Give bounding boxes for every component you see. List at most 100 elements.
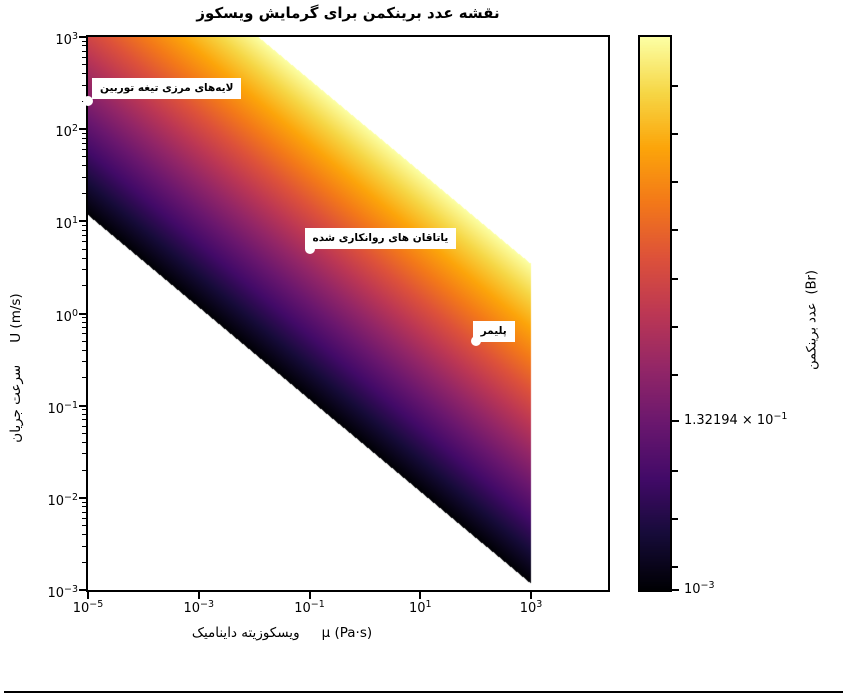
colorbar-minor-tick [672, 470, 678, 473]
y-minor-tick [82, 137, 86, 139]
y-minor-tick [82, 340, 86, 342]
x-tick [419, 592, 422, 599]
y-axis-label: سرعت جریان U (m/s) [8, 293, 24, 442]
colorbar [638, 35, 672, 592]
y-tick [79, 496, 86, 499]
y-tick-label-wrap: 10−3 [0, 582, 78, 601]
y-tick-label-wrap: 10−2 [0, 490, 78, 509]
y-minor-tick [82, 156, 86, 158]
y-tick-label-exp: −2 [63, 491, 78, 503]
x-tick-label-exp: −5 [89, 599, 104, 610]
x-tick-label: 10−1 [294, 599, 325, 615]
y-tick-label-exp: −3 [63, 584, 78, 595]
x-tick [197, 592, 200, 599]
y-tick-label-base: 10 [47, 401, 64, 417]
y-minor-tick [82, 333, 86, 335]
y-tick-label: 10−2 [47, 491, 78, 509]
y-tick-label-base: 10 [47, 586, 64, 601]
y-minor-tick [82, 432, 86, 434]
y-minor-tick [82, 327, 86, 329]
colorbar-minor-tick [672, 84, 678, 87]
y-tick [79, 312, 86, 315]
y-minor-tick [82, 176, 86, 178]
x-tick-label-exp: −3 [200, 599, 215, 610]
y-minor-tick [82, 269, 86, 271]
y-minor-tick [82, 525, 86, 527]
y-tick-label-wrap: 102 [0, 121, 78, 140]
y-minor-tick [82, 84, 86, 86]
y-tick-label-base: 10 [55, 125, 72, 141]
y-minor-tick [82, 469, 86, 471]
y-minor-tick [82, 321, 86, 323]
y-tick [79, 128, 86, 131]
colorbar-minor-tick [672, 181, 678, 184]
colorbar-tick-label-exp: −3 [700, 580, 715, 591]
colorbar-canvas [640, 37, 670, 590]
y-minor-tick [82, 414, 86, 416]
y-tick-label-wrap: 100 [0, 306, 78, 325]
y-tick-label-exp: 0 [71, 307, 78, 319]
y-minor-tick [82, 229, 86, 231]
y-tick-label-exp: 2 [71, 123, 78, 135]
y-tick-label: 10−3 [47, 584, 78, 601]
y-minor-tick [82, 73, 86, 75]
y-minor-tick [82, 409, 86, 411]
y-minor-tick [82, 193, 86, 195]
y-minor-tick [82, 506, 86, 508]
y-tick-label-base: 10 [47, 493, 64, 509]
x-axis-label: ویسکوزیته داینامیک μ (Pa·s) [192, 625, 372, 641]
y-tick [79, 36, 86, 38]
x-axis-label-math: μ (Pa·s) [321, 625, 373, 641]
y-tick-label: 10−1 [47, 399, 78, 417]
y-tick-label: 102 [55, 123, 78, 141]
y-tick-label-base: 10 [55, 217, 72, 233]
y-minor-tick [82, 349, 86, 351]
y-minor-tick [82, 317, 86, 319]
x-tick [308, 592, 311, 599]
y-tick-label: 100 [55, 307, 78, 323]
x-tick-label-exp: −1 [310, 599, 325, 610]
y-minor-tick [82, 511, 86, 513]
colorbar-label-fa: عدد برینکمن [804, 302, 820, 370]
y-minor-tick [82, 453, 86, 455]
annotation-label: پلیمر [472, 321, 515, 342]
y-minor-tick [82, 425, 86, 427]
y-tick-label-base: 10 [55, 33, 72, 48]
y-minor-tick [82, 419, 86, 421]
x-tick-label: 10−3 [183, 599, 215, 615]
x-tick-label-exp: 1 [425, 599, 432, 610]
y-minor-tick [82, 165, 86, 167]
x-tick-label-base: 10 [72, 601, 90, 616]
y-minor-tick [82, 64, 86, 66]
bottom-divider [4, 691, 843, 693]
y-minor-tick [82, 561, 86, 563]
y-minor-tick [82, 285, 86, 287]
y-minor-tick [82, 501, 86, 503]
x-tick-label-base: 10 [519, 601, 537, 616]
heatmap-canvas [88, 37, 608, 590]
chart-title: نقشه عدد برینکمن برای گرمایش ویسکوز [196, 4, 500, 22]
y-tick-label-exp: 1 [71, 215, 78, 227]
y-minor-tick [82, 40, 86, 42]
y-minor-tick [82, 45, 86, 47]
y-tick-label: 103 [55, 32, 78, 48]
x-tick [87, 592, 89, 599]
colorbar-tick-label: 1.32194 × 10−1 [684, 412, 787, 428]
colorbar-tick-label-base: 1.32194 × 10 [684, 412, 774, 428]
y-minor-tick [82, 517, 86, 519]
y-axis-label-fa: سرعت جریان [8, 364, 24, 443]
y-axis-label-math: U (m/s) [8, 293, 24, 343]
annotation-label: لایه‌های مرزی تیغه توربین [92, 78, 242, 100]
y-minor-tick [82, 257, 86, 259]
colorbar-label-math: (Br) [804, 270, 820, 295]
y-minor-tick [82, 142, 86, 144]
colorbar-minor-tick [672, 566, 678, 569]
y-tick-label-exp: −1 [63, 399, 78, 411]
x-tick-label-base: 10 [408, 601, 426, 616]
colorbar-label: عدد برینکمن (Br) [805, 270, 820, 370]
x-tick-label: 103 [519, 599, 543, 616]
y-minor-tick [82, 50, 86, 52]
x-tick-label-exp: 3 [536, 599, 543, 610]
y-minor-tick [82, 132, 86, 134]
